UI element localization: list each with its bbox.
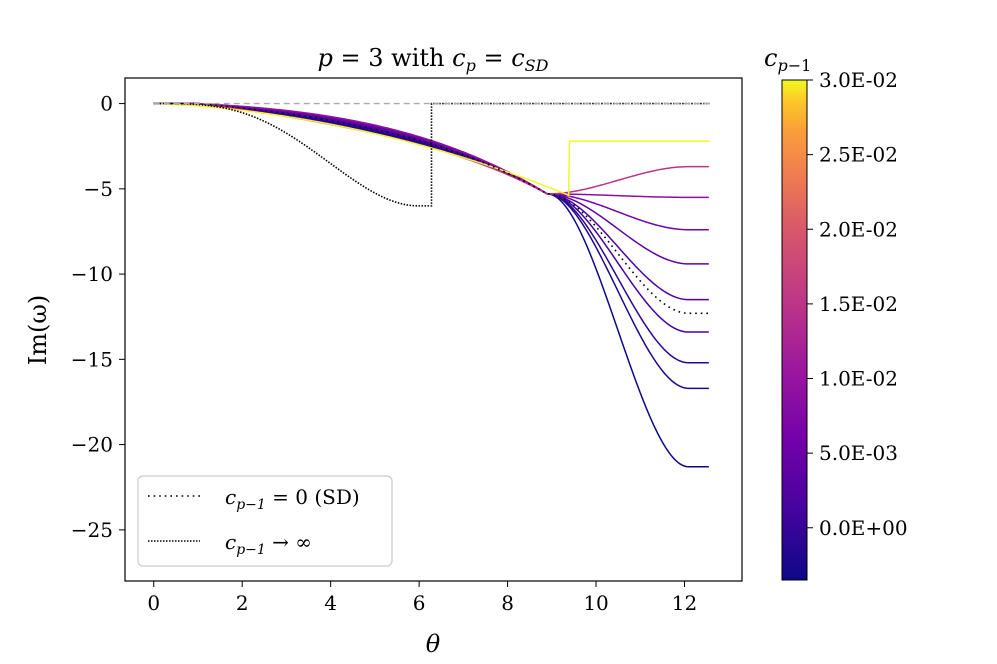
colorbar-tick-label: 5.0E-03 <box>819 441 898 465</box>
legend: cp−1 = 0 (SD) cp−1 → ∞ <box>137 475 393 567</box>
plot-frame <box>124 77 743 582</box>
colorbar-tick-label: 3.0E-02 <box>819 68 898 92</box>
colorbar-tick-label: 1.5E-02 <box>819 292 898 316</box>
colorbar-tick-label: 1.0E-02 <box>819 367 898 391</box>
legend-box <box>137 475 393 567</box>
colorbar-gradient <box>781 79 808 581</box>
y-tick-label: −15 <box>71 347 113 371</box>
legend-label-infinity: cp−1 → ∞ <box>225 530 312 558</box>
x-axis-title: θ <box>426 630 441 658</box>
plot-area: 0 2 4 6 8 10 12 0 −5 −10 −15 −20 −25 <box>71 77 743 615</box>
series-line-7 <box>153 102 709 199</box>
y-tick-label: −20 <box>71 433 113 457</box>
y-tick-label: −25 <box>71 518 113 542</box>
x-tick-label: 12 <box>672 591 697 615</box>
y-axis-title: Im(ω) <box>24 295 52 366</box>
colorbar-tick-label: 2.0E-02 <box>819 217 898 241</box>
y-axis: 0 −5 −10 −15 −20 −25 <box>71 92 125 542</box>
x-tick-label: 6 <box>413 591 426 615</box>
series-line-4 <box>153 102 709 301</box>
x-axis: 0 2 4 6 8 10 12 <box>147 581 697 615</box>
legend-label-sd: cp−1 = 0 (SD) <box>225 485 360 513</box>
colorbar-title: cp−1 <box>764 44 811 75</box>
y-tick-label: −5 <box>84 177 113 201</box>
y-tick-label: −10 <box>71 262 113 286</box>
x-tick-label: 10 <box>583 591 608 615</box>
x-tick-label: 8 <box>501 591 514 615</box>
x-tick-label: 0 <box>147 591 160 615</box>
y-tick-label: 0 <box>100 92 113 116</box>
chart-title: p = 3 with cp = cSD <box>318 44 549 75</box>
reference-line-infinity <box>153 102 710 207</box>
colorbar-tick-label: 2.5E-02 <box>819 143 898 167</box>
colorbar-tick-label: 0.0E+00 <box>819 516 908 540</box>
x-tick-label: 4 <box>324 591 337 615</box>
reference-line-sd <box>153 102 709 315</box>
x-tick-label: 2 <box>236 591 249 615</box>
colorbar: cp−1 0.0E+00 5.0E-03 1.0E-02 1.5E-02 2.0E-02… <box>764 44 908 581</box>
